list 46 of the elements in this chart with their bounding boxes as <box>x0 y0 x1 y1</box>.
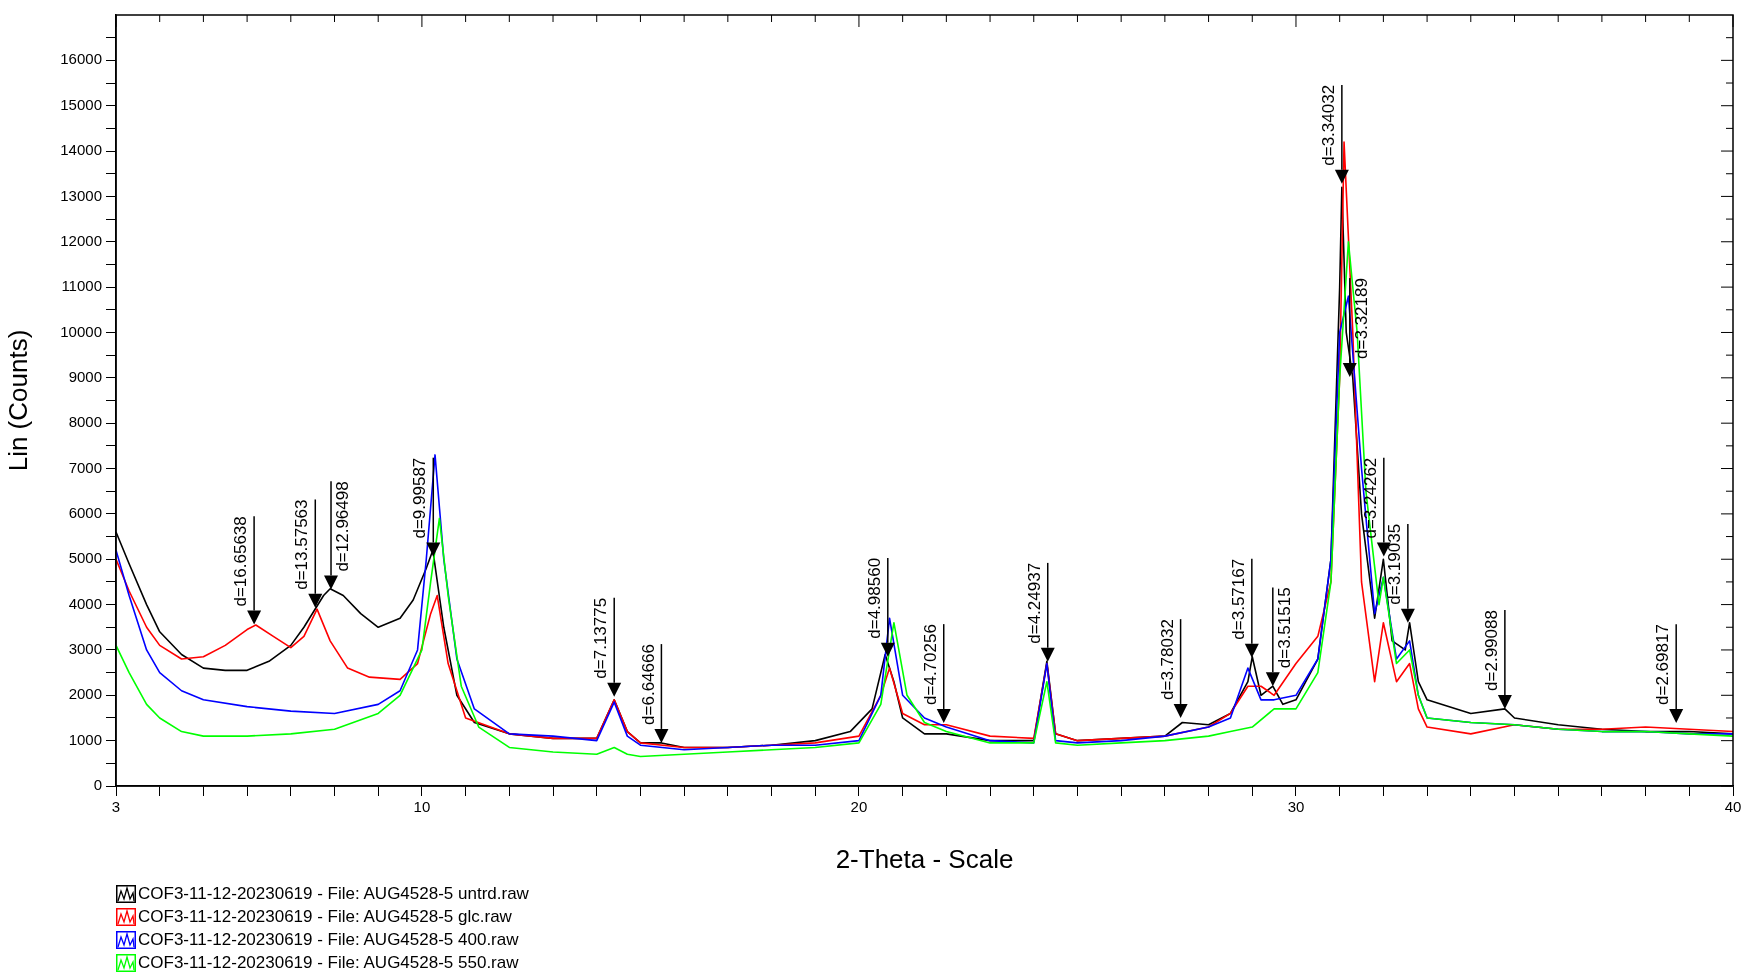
annotation: d=3.32189 <box>1351 278 1371 359</box>
y-tick-label: 12000 <box>60 231 102 249</box>
x-axis-title: 2-Theta - Scale <box>835 843 1014 874</box>
annotation: d=4.98560 <box>864 557 884 639</box>
legend-label: COF3-11-12-20230619 - File: AUG4528-5 untrd.raw <box>138 883 529 905</box>
y-tick-label: 13000 <box>60 186 102 204</box>
annotation: d=3.51515 <box>1275 587 1294 669</box>
y-tick-label: 14000 <box>60 141 102 159</box>
x-tick-label: 3 <box>111 798 121 816</box>
y-tick-label: 2000 <box>68 685 102 703</box>
annotation: d=3.24262 <box>1361 457 1380 539</box>
annotation: d=6.64666 <box>638 644 658 725</box>
annotation: d=9.99587 <box>410 457 430 539</box>
y-tick-label: 8000 <box>68 413 102 431</box>
legend-label: COF3-11-12-20230619 - File: AUG4528-5 400.raw <box>138 929 519 951</box>
annotation: d=4.70256 <box>920 624 940 705</box>
legend-label: COF3-11-12-20230619 - File: AUG4528-5 glc.raw <box>138 906 512 928</box>
annotation: d=3.34032 <box>1319 84 1339 166</box>
y-tick-label: 15000 <box>60 95 102 113</box>
y-tick-label: 7000 <box>68 458 102 476</box>
y-tick-label: 5000 <box>68 549 102 567</box>
y-tick-label: 4000 <box>68 594 102 612</box>
y-tick-label: 16000 <box>60 50 102 68</box>
legend-label: COF3-11-12-20230619 - File: AUG4528-5 550.raw <box>138 952 519 974</box>
x-tick-label: 20 <box>850 798 868 816</box>
annotation: d=4.24937 <box>1024 562 1044 644</box>
annotation: d=3.57167 <box>1229 558 1249 640</box>
y-tick-label: 9000 <box>68 367 102 385</box>
annotation: d=2.99088 <box>1482 610 1502 691</box>
x-tick-label: 30 <box>1287 798 1305 816</box>
y-tick-label: 1000 <box>68 730 102 748</box>
annotation: d=13.57563 <box>292 499 312 590</box>
x-tick-label: 40 <box>1724 798 1742 816</box>
annotation: d=3.19035 <box>1385 523 1405 605</box>
y-tick-label: 6000 <box>68 504 102 522</box>
annotation: d=2.69817 <box>1653 624 1673 705</box>
y-tick-label: 11000 <box>61 277 102 295</box>
annotation: d=16.65638 <box>231 516 251 607</box>
annotation: d=12.96498 <box>333 481 353 572</box>
y-tick-label: 3000 <box>68 640 102 658</box>
y-axis-title: Lin (Counts) <box>2 329 33 472</box>
annotation: d=3.78032 <box>1157 619 1177 700</box>
y-tick-label: 10000 <box>60 322 102 340</box>
y-tick-label: 0 <box>93 776 102 794</box>
annotation: d=7.13775 <box>591 597 611 679</box>
x-tick-label: 10 <box>413 798 431 816</box>
